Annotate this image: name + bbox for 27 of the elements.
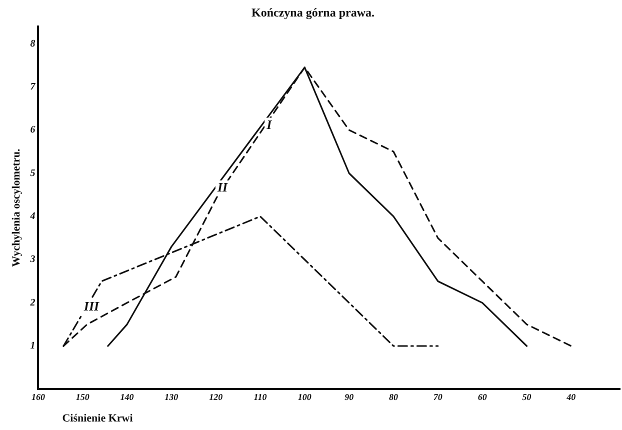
y-tick-label: 8	[30, 38, 36, 50]
x-tick-label: 50	[522, 392, 532, 402]
chart-title: Kończyna górna prawa.	[252, 5, 374, 20]
y-tick-label: 1	[30, 340, 36, 352]
y-tick-label: 2	[29, 297, 36, 308]
x-tick-label: 150	[76, 392, 90, 402]
x-tick-label: 140	[120, 392, 134, 402]
y-tick-label: 6	[30, 124, 36, 136]
annotation: III	[82, 298, 100, 314]
x-tick-label: 40	[566, 392, 576, 402]
y-axis-title: Wychylenia oscylometru.	[10, 148, 22, 267]
y-tick-label: 4	[29, 211, 36, 222]
x-tick-label: 70	[433, 392, 443, 402]
y-tick-label: 3	[29, 254, 36, 266]
y-tick-label: 7	[30, 81, 36, 92]
x-tick-label: 120	[209, 392, 224, 402]
x-tick-label: 110	[254, 392, 268, 402]
annotation: II	[216, 180, 229, 195]
x-tick-label: 90	[344, 392, 354, 402]
x-tick-label: 130	[164, 392, 179, 402]
x-tick-label: 60	[478, 392, 488, 402]
x-tick-label: 160	[31, 392, 46, 402]
x-tick-label: 100	[298, 392, 312, 402]
y-tick-label: 5	[30, 168, 36, 179]
x-tick-label: 80	[389, 392, 398, 402]
x-axis-title: Ciśnienie Krwi	[62, 412, 133, 424]
annotation: I	[266, 117, 273, 132]
